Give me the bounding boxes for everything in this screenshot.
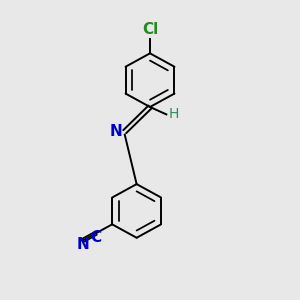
Text: H: H — [169, 107, 179, 122]
Text: C: C — [90, 230, 101, 245]
Text: N: N — [110, 124, 122, 139]
Text: N: N — [76, 237, 89, 252]
Text: Cl: Cl — [142, 22, 158, 37]
